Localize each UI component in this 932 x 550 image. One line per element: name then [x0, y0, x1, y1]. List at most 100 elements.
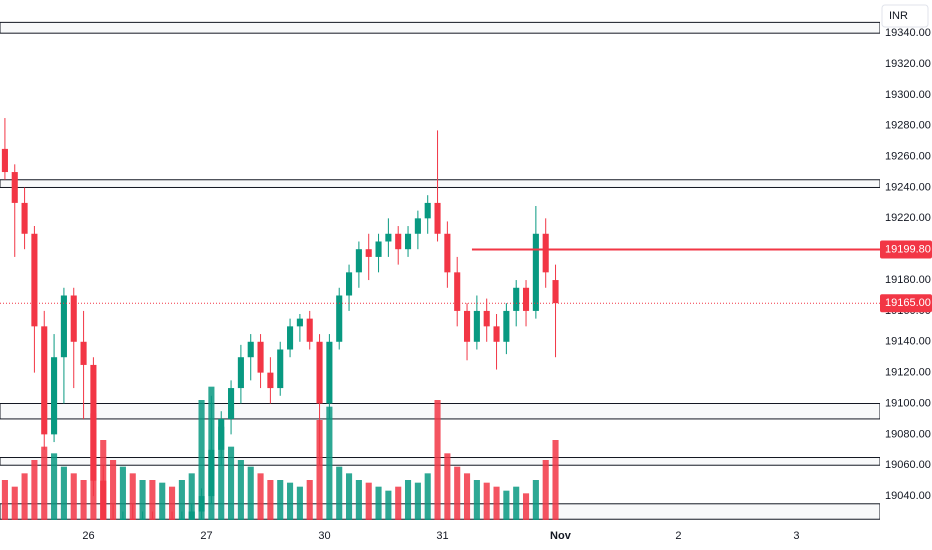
volume-bar [483, 482, 490, 520]
candle-body [306, 318, 313, 342]
price-tag [880, 294, 932, 313]
volume-bar [70, 473, 77, 520]
candle-body [463, 310, 471, 342]
x-tick-label: 2 [675, 530, 681, 542]
volume-bar [257, 473, 264, 520]
candle-body [1, 148, 8, 173]
time-axis [0, 520, 932, 550]
candle-body [31, 233, 38, 327]
y-tick-label: 19080.00 [885, 428, 931, 440]
volume-bar [1, 480, 8, 520]
candle-body [454, 272, 461, 311]
candle-body [532, 233, 539, 311]
volume-bar [41, 446, 48, 520]
candle-body [51, 357, 58, 435]
zone [0, 21, 880, 34]
volume-bar [552, 440, 559, 520]
volume-bar [119, 466, 126, 520]
candle-body [60, 295, 67, 358]
volume-bar [51, 453, 58, 520]
candle-body [208, 449, 215, 497]
candle-body [11, 172, 18, 203]
candle-body [395, 233, 402, 250]
volume-bar [11, 486, 18, 520]
volume-bar [159, 482, 166, 520]
volume-bar [522, 493, 530, 520]
candle-body [257, 341, 264, 373]
candle-body [80, 341, 87, 365]
volume-bar [336, 466, 343, 520]
volume-bar [31, 460, 38, 520]
volume-bar [277, 480, 284, 520]
y-tick-label: 19300.00 [885, 89, 931, 101]
volume-bar [434, 400, 441, 520]
volume-bar [267, 480, 274, 520]
x-tick-label: 26 [82, 530, 94, 542]
volume-bar [188, 473, 195, 520]
candle-body [414, 218, 421, 234]
candle-body [287, 326, 294, 350]
candle-body [178, 519, 185, 520]
candle-body [296, 318, 303, 327]
volume-bar [80, 480, 87, 520]
candle-body [336, 295, 343, 342]
volume-bar [149, 480, 156, 520]
volume-bar [503, 490, 510, 520]
volume-bar [228, 446, 235, 520]
price-tag-label: 19199.80 [885, 243, 931, 255]
volume-bar [21, 473, 28, 520]
volume-bar [129, 473, 136, 520]
candle-body [326, 341, 333, 404]
y-tick-label: 19260.00 [885, 151, 931, 163]
volume-bar [454, 466, 461, 520]
candle-body [247, 341, 254, 358]
y-tick-label: 19240.00 [885, 181, 931, 193]
candle-body [365, 249, 372, 257]
y-tick-label: 19120.00 [885, 367, 931, 379]
volume-bar [532, 480, 539, 520]
y-tick-label: 19280.00 [885, 120, 931, 132]
price-tag [880, 240, 932, 259]
candle-body [385, 233, 392, 242]
volume-bar [404, 480, 412, 520]
volume-bar [385, 490, 392, 520]
candle-body [100, 480, 107, 520]
candle-body [41, 326, 48, 435]
volume-bar [237, 460, 244, 520]
currency-box[interactable] [881, 4, 929, 28]
candle-body [375, 241, 382, 257]
volume-bar [296, 486, 303, 520]
candle-body [316, 341, 323, 404]
volume-bar [316, 420, 323, 520]
volume-bar [444, 453, 451, 520]
candle-body [434, 202, 441, 234]
price-tag-label: 19165.00 [885, 297, 931, 309]
volume-bar [463, 473, 471, 520]
plot-area [0, 21, 880, 520]
volume-bar [375, 486, 382, 520]
volume-bar [346, 473, 353, 520]
volume-bar [60, 466, 67, 520]
y-tick-label: 19100.00 [885, 397, 931, 409]
candle-body [228, 388, 235, 419]
y-tick-label: 19220.00 [885, 212, 931, 224]
y-tick-label: 19320.00 [885, 58, 931, 70]
volume-bar [198, 400, 205, 520]
volume-bar [395, 486, 402, 520]
candle-body [444, 233, 451, 273]
candle-body [552, 280, 559, 304]
candle-body [129, 519, 136, 520]
x-tick-label: 31 [436, 530, 448, 542]
volume-bar [424, 473, 431, 520]
volume-bar [365, 482, 372, 520]
volume-bar [139, 480, 146, 520]
candle-body [218, 418, 225, 450]
candle-body [542, 233, 549, 273]
candle-body [424, 202, 431, 219]
volume-bar [414, 482, 421, 520]
volume-bar [218, 426, 225, 520]
candle-body [522, 287, 530, 311]
volume-bar [287, 482, 294, 520]
